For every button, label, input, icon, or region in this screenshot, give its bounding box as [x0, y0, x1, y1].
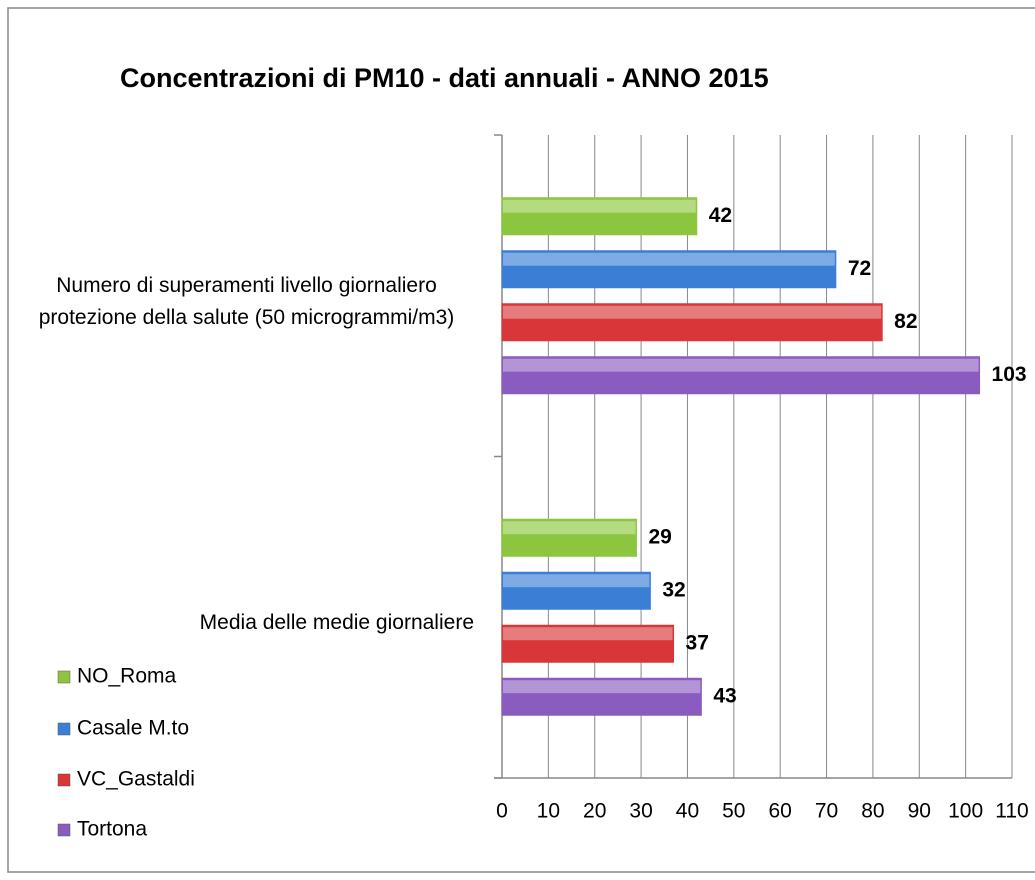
x-tick-label: 100 — [948, 800, 983, 823]
legend-swatch — [57, 823, 71, 837]
data-label: 43 — [713, 684, 736, 707]
bar-shine — [503, 627, 673, 641]
legend-swatch — [57, 722, 71, 736]
x-tick-label: 80 — [861, 800, 884, 823]
bar-shine — [503, 252, 835, 266]
bar-shine — [503, 680, 701, 694]
data-label: 103 — [992, 363, 1027, 386]
bar-shine — [503, 574, 650, 588]
data-label: 72 — [848, 257, 871, 280]
bar — [501, 303, 883, 342]
x-tick-label: 90 — [908, 800, 931, 823]
legend-label: Tortona — [77, 818, 147, 841]
data-label: 42 — [709, 204, 732, 227]
x-tick-label: 60 — [769, 800, 792, 823]
x-tick-label: 70 — [815, 800, 838, 823]
x-tick-label: 50 — [722, 800, 745, 823]
y-tick-label: Media delle medie giornaliere — [199, 611, 474, 635]
data-label: 82 — [894, 310, 917, 333]
x-tick-label: 10 — [537, 800, 560, 823]
bar — [501, 677, 702, 716]
bar-shine — [503, 305, 882, 319]
data-label: 32 — [662, 578, 685, 601]
y-tick-label: Numero di superamenti livello giornalier… — [38, 273, 455, 329]
x-tick-label: 0 — [496, 800, 508, 823]
x-tick-label: 20 — [583, 800, 606, 823]
bar — [501, 356, 981, 395]
bar-shine — [503, 199, 696, 213]
bar — [501, 197, 698, 236]
bar-shine — [503, 521, 636, 535]
x-tick-label: 110 — [995, 800, 1028, 823]
bar-shine — [503, 358, 979, 372]
chart-title: Concentrazioni di PM10 - dati annuali - … — [120, 63, 769, 93]
legend-swatch — [57, 773, 71, 787]
x-tick-label: 40 — [676, 800, 699, 823]
data-label: 29 — [648, 525, 671, 548]
data-label: 37 — [686, 631, 709, 654]
legend-label: NO_Roma — [77, 665, 177, 688]
legend-swatch — [57, 670, 71, 684]
chart-border — [7, 7, 1035, 873]
legend-label: Casale M.to — [77, 717, 189, 740]
bar — [501, 250, 837, 289]
bar — [501, 518, 637, 557]
x-tick-label: 30 — [629, 800, 652, 823]
bar — [501, 624, 675, 663]
legend-label: VC_Gastaldi — [77, 768, 195, 791]
bar — [501, 571, 651, 610]
